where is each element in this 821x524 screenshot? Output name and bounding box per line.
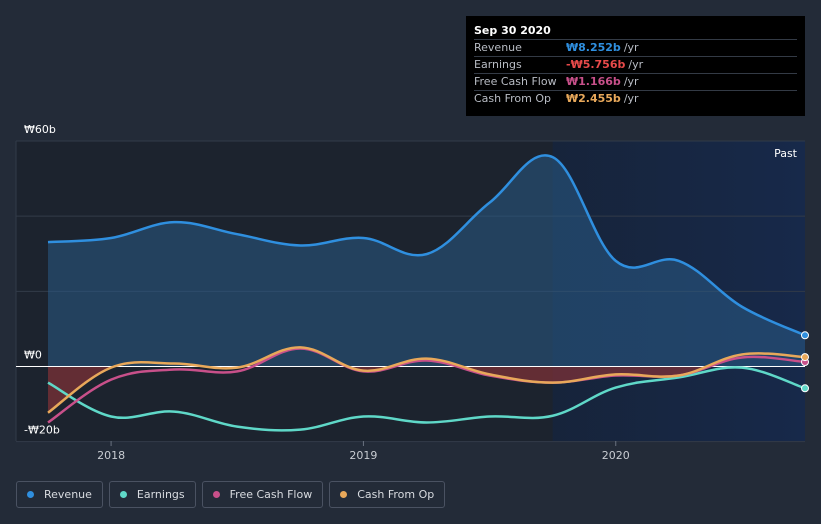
earnings-line bbox=[47, 366, 806, 432]
earnings-end-dot bbox=[801, 384, 809, 393]
tooltip-value: ₩2.455b bbox=[566, 92, 621, 105]
cash-from-op-line bbox=[47, 346, 806, 414]
legend-label: Cash From Op bbox=[357, 488, 435, 501]
y-tick-label: -₩20b bbox=[24, 424, 60, 437]
cash-from-op-end-dot bbox=[801, 353, 809, 362]
legend-dot-icon bbox=[119, 491, 127, 498]
tooltip-value: ₩8.252b bbox=[566, 41, 621, 54]
tooltip-label: Free Cash Flow bbox=[474, 75, 557, 88]
revenue-area bbox=[48, 155, 805, 367]
legend-dot-icon bbox=[27, 491, 34, 498]
tooltip-value: -₩5.756b bbox=[566, 58, 626, 71]
legend-item-free-cash-flow[interactable]: Free Cash Flow bbox=[201, 481, 324, 508]
tooltip-value: ₩1.166b bbox=[566, 75, 621, 88]
legend-item-earnings[interactable]: Earnings bbox=[108, 481, 196, 508]
tooltip-unit: /yr bbox=[623, 41, 639, 54]
legend-label: Free Cash Flow bbox=[229, 488, 313, 501]
tooltip-unit: /yr bbox=[628, 58, 644, 71]
revenue-end-dot bbox=[801, 331, 809, 340]
legend-label: Revenue bbox=[44, 488, 92, 501]
tooltip-label: Revenue bbox=[474, 41, 522, 54]
x-tick-label: 2020 bbox=[602, 449, 630, 462]
tooltip: Sep 30 2020 Revenue ₩8.252b /yr Earnings… bbox=[466, 16, 805, 116]
tooltip-row-free-cash-flow: Free Cash Flow ₩1.166b /yr bbox=[474, 74, 797, 91]
y-tick-label: ₩60b bbox=[24, 123, 56, 136]
legend-item-cash-from-op[interactable]: Cash From Op bbox=[329, 481, 446, 508]
legend-item-revenue[interactable]: Revenue bbox=[16, 481, 103, 508]
tooltip-unit: /yr bbox=[623, 92, 639, 105]
legend-dot-icon bbox=[212, 491, 220, 498]
tooltip-row-cash-from-op: Cash From Op ₩2.455b /yr bbox=[474, 91, 797, 107]
tooltip-label: Cash From Op bbox=[474, 92, 552, 105]
tooltip-row-earnings: Earnings -₩5.756b /yr bbox=[474, 57, 797, 74]
legend: Revenue Earnings Free Cash Flow Cash Fro… bbox=[16, 481, 451, 508]
x-tick-label: 2019 bbox=[349, 449, 377, 462]
tooltip-unit: /yr bbox=[623, 75, 639, 88]
x-tick-label: 2018 bbox=[97, 449, 125, 462]
revenue-line bbox=[47, 154, 806, 337]
legend-label: Earnings bbox=[136, 488, 185, 501]
past-label: Past bbox=[774, 147, 798, 160]
tooltip-date: Sep 30 2020 bbox=[474, 23, 797, 40]
y-tick-label: ₩0 bbox=[24, 349, 42, 362]
tooltip-label: Earnings bbox=[474, 58, 522, 71]
tooltip-row-revenue: Revenue ₩8.252b /yr bbox=[474, 40, 797, 57]
legend-dot-icon bbox=[340, 491, 348, 498]
